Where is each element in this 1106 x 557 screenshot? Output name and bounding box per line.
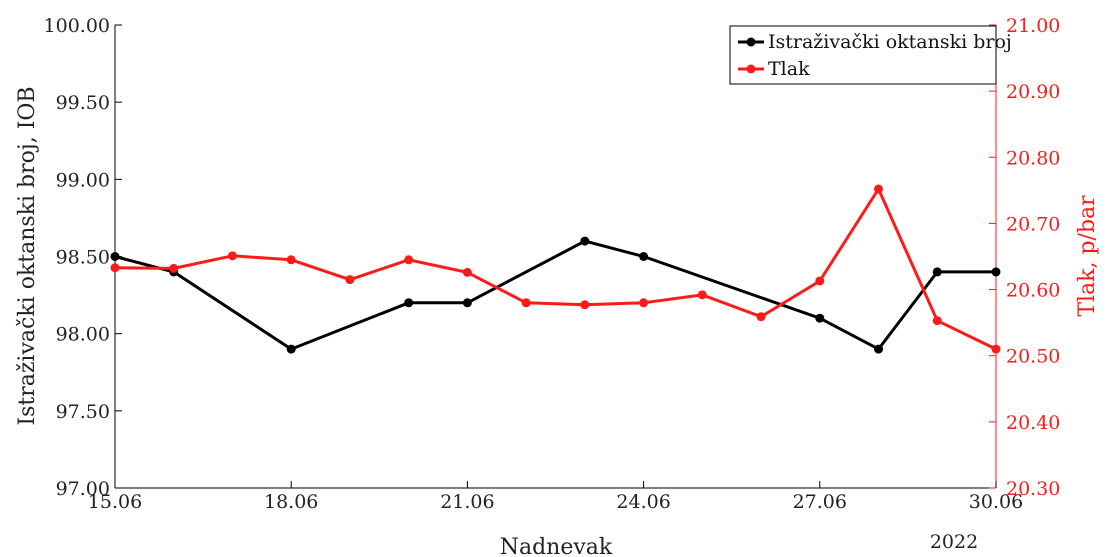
right-y-tick-label-0: 20.30 xyxy=(1006,478,1060,500)
legend-marker-iob xyxy=(746,37,756,47)
left-y-tick-label-6: 100.00 xyxy=(44,15,110,37)
series-1-point-6 xyxy=(462,267,472,277)
x-tick-label-5: 30.06 xyxy=(969,491,1023,513)
x-tick-label-1: 18.06 xyxy=(264,491,318,513)
series-1-point-10 xyxy=(697,290,707,300)
ticks: 97.00 97.50 98.00 98.50 99.00 99.50 100.00 20.3… xyxy=(44,15,1061,513)
series-0-point-8 xyxy=(874,344,884,354)
x-axis-label: Nadnevak xyxy=(500,535,613,557)
legend: Istraživački oktanski broj Tlak xyxy=(729,25,1012,85)
series-0-point-2 xyxy=(286,344,296,354)
series-1-point-5 xyxy=(404,255,414,265)
legend-label-iob: Istraživački oktanski broj xyxy=(768,31,1012,53)
right-y-tick-label-3: 20.60 xyxy=(1006,280,1060,302)
right-y-tick-label-6: 20.90 xyxy=(1006,81,1060,103)
series-1-point-2 xyxy=(227,251,237,261)
series-0-point-7 xyxy=(815,313,825,323)
right-y-tick-label-1: 20.40 xyxy=(1006,412,1060,434)
right-y-tick-label-7: 21.00 xyxy=(1006,15,1060,37)
legend-box xyxy=(729,25,997,85)
legend-label-tlak: Tlak xyxy=(768,58,810,80)
left-y-tick-label-3: 98.50 xyxy=(56,247,110,269)
series-1-point-14 xyxy=(932,316,942,326)
right-y-tick-label-5: 20.80 xyxy=(1006,147,1060,169)
right-y-axis-label: Tlak, p/bar xyxy=(1075,195,1100,317)
x-tick-label-3: 24.06 xyxy=(616,491,670,513)
left-y-axis-label: Istraživački oktanski broj, IOB xyxy=(15,86,40,425)
series-0-point-6 xyxy=(639,252,649,261)
x-axis-year-label: 2022 xyxy=(930,531,978,553)
left-y-tick-label-0: 97.00 xyxy=(56,478,110,500)
series-1-point-11 xyxy=(756,312,766,322)
left-y-tick-label-1: 97.50 xyxy=(56,401,110,423)
series-0-point-5 xyxy=(580,236,590,246)
series-0-point-9 xyxy=(932,267,942,277)
right-y-tick-label-2: 20.50 xyxy=(1006,346,1060,368)
series-0-point-3 xyxy=(404,298,414,308)
series-1-point-12 xyxy=(815,276,825,286)
right-y-tick-label-4: 20.70 xyxy=(1006,213,1060,235)
series-1-point-13 xyxy=(874,184,884,194)
series-1-point-8 xyxy=(580,300,590,310)
series-1-point-7 xyxy=(521,298,531,308)
series-1-point-15 xyxy=(991,344,1001,354)
x-tick-label-0: 15.06 xyxy=(88,491,142,513)
series-line-1 xyxy=(114,187,997,351)
left-y-tick-label-5: 99.50 xyxy=(56,92,110,114)
left-y-tick-label-2: 98.00 xyxy=(56,324,110,346)
x-tick-label-2: 21.06 xyxy=(440,491,494,513)
series-1-point-9 xyxy=(639,298,649,308)
series-1-point-4 xyxy=(345,275,355,285)
left-y-tick-label-4: 99.00 xyxy=(56,169,110,191)
series-1-point-1 xyxy=(169,263,179,273)
series-layer xyxy=(110,184,1001,354)
series-0-point-0 xyxy=(110,252,120,261)
x-tick-label-4: 27.06 xyxy=(793,491,847,513)
series-0-point-4 xyxy=(462,298,472,308)
series-0-point-10 xyxy=(991,267,1001,277)
series-1-point-3 xyxy=(286,255,296,265)
legend-marker-tlak xyxy=(746,64,756,74)
series-1-point-0 xyxy=(110,263,120,273)
